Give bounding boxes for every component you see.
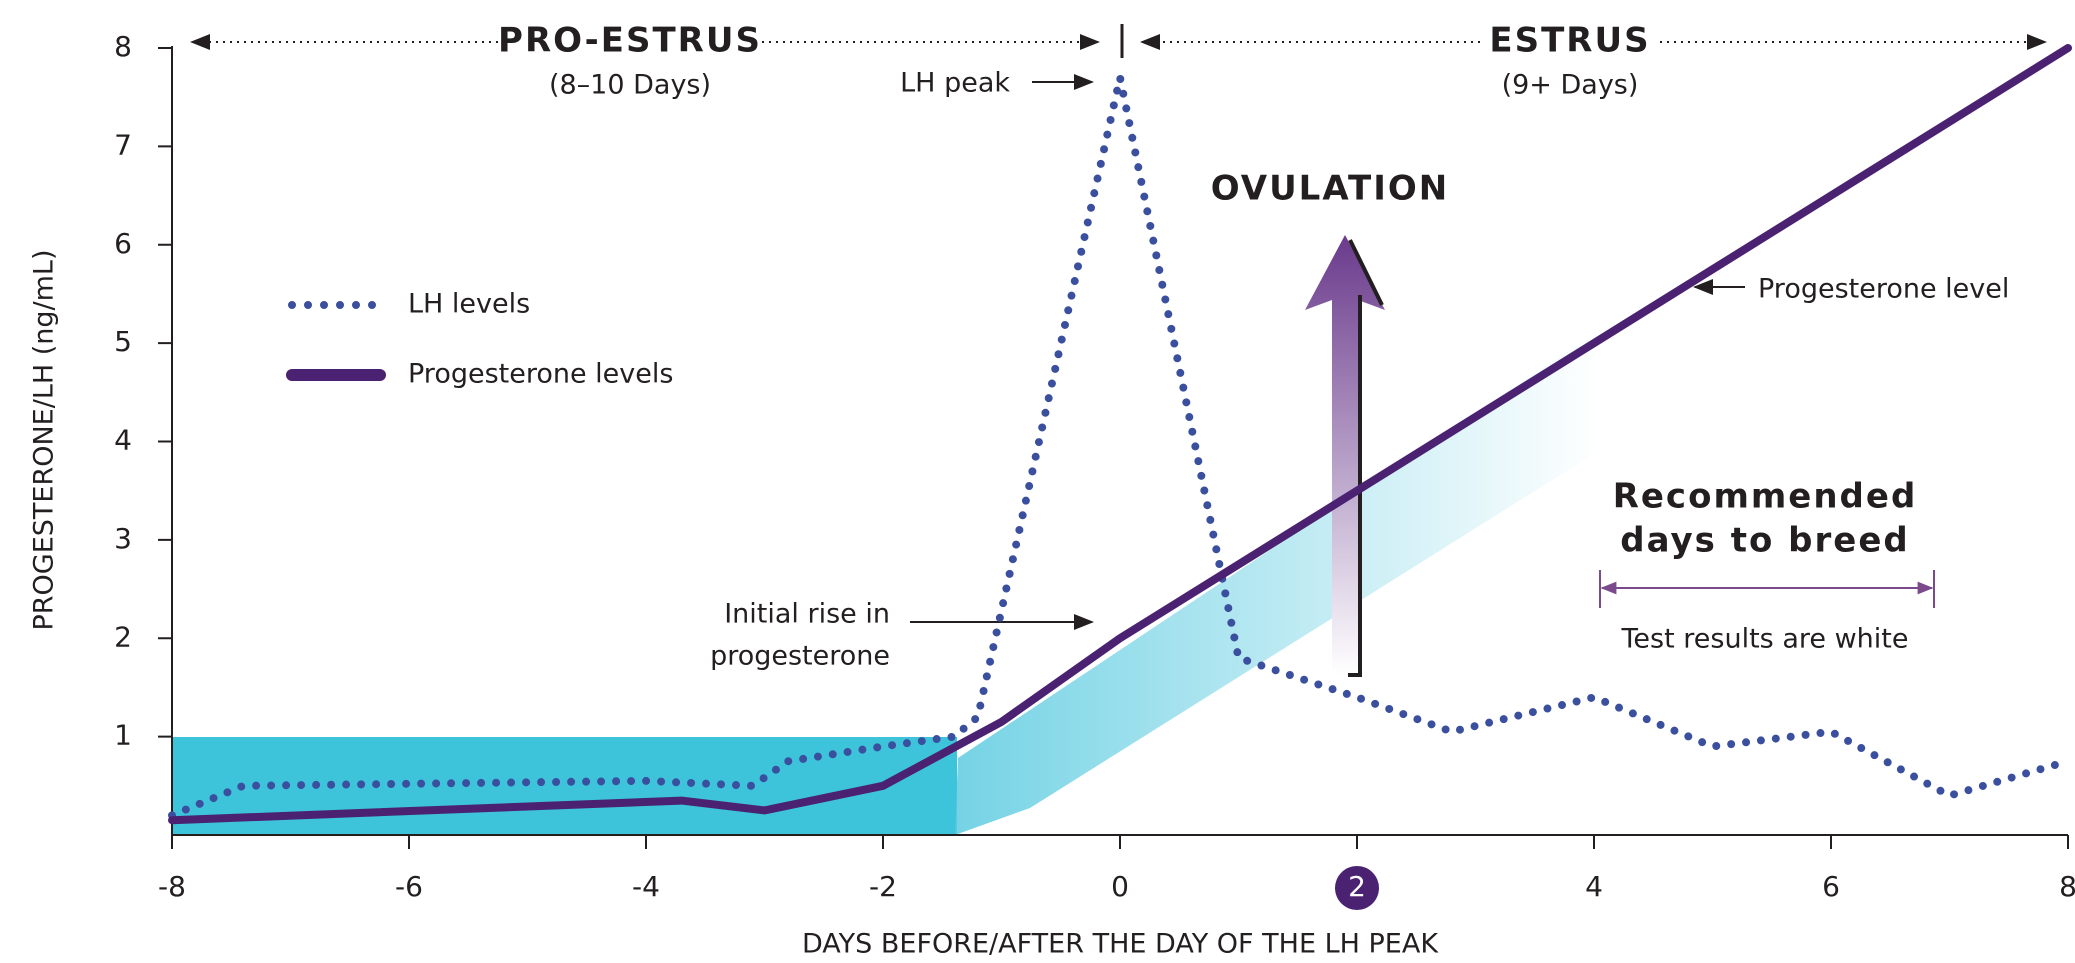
ovulation-arrow-outline [1348,239,1384,677]
x-axis-label: DAYS BEFORE/AFTER THE DAY OF THE LH PEAK [802,929,1439,960]
y-tick-label: 3 [114,522,132,555]
x-tick-label: 8 [2059,870,2075,903]
x-tick-label: 6 [1822,870,1840,903]
x-tick-label: -8 [158,870,186,903]
y-tick-label: 2 [114,620,132,653]
x-tick-label: 4 [1585,870,1603,903]
breed-label-1: Recommended [1613,477,1918,517]
y-tick-label: 4 [114,424,132,457]
progesterone-line [168,44,2072,825]
ovulation-label: OVULATION [1211,169,1449,209]
pro-estrus-days: (8–10 Days) [549,70,711,101]
breed-label-2: days to breed [1620,521,1909,561]
legend-label: Progesterone levels [408,359,673,390]
pro-estrus-label: PRO-ESTRUS [498,21,762,61]
initial-rise-label-1: Initial rise in [724,599,890,630]
lh-line [168,73,2072,820]
progesterone-level-label: Progesterone level [1758,274,2009,305]
x-tick-label: -4 [632,870,660,903]
estrus-label: ESTRUS [1489,21,1650,61]
test-results-label: Test results are white [1621,624,1909,655]
y-tick-label: 6 [114,227,132,260]
estrus-days: (9+ Days) [1502,70,1639,101]
y-axis-label: PROGESTERONE/LH (ng/mL) [29,249,60,630]
initial-rise-label-2: progesterone [710,641,890,672]
legend-label: LH levels [408,289,530,320]
ovulation-arrow [1305,235,1385,675]
y-tick-label: 8 [114,30,132,63]
fertile-band [955,330,1600,835]
background-bands [172,330,1600,835]
highlighted-tick-circle [1335,866,1379,910]
y-tick-label: 1 [114,719,132,752]
x-tick-label: 0 [1111,870,1129,903]
x-tick-label: -2 [869,870,897,903]
lh-peak-label: LH peak [900,68,1010,99]
x-tick-label: -6 [395,870,423,903]
x-tick-label: 2 [1348,870,1366,903]
y-tick-label: 7 [114,128,132,161]
y-tick-label: 5 [114,325,132,358]
